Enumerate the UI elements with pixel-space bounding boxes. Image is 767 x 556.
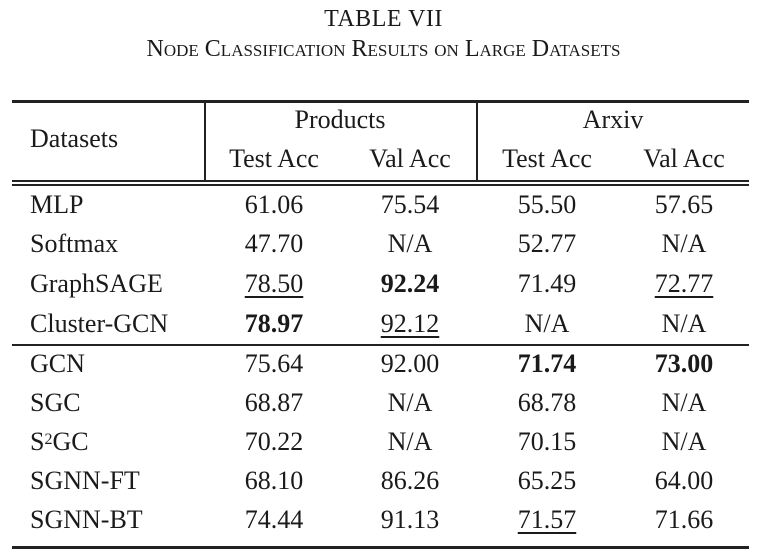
- group-rule: [12, 344, 749, 346]
- table-cell: 75.64: [244, 349, 304, 378]
- row-name: S2GC: [30, 427, 89, 456]
- row-name: SGNN-BT: [30, 505, 143, 534]
- row-name: GCN: [30, 349, 85, 378]
- table-cell: 64.00: [654, 466, 714, 495]
- row-name: MLP: [30, 190, 84, 219]
- table-cell: 92.00: [380, 349, 440, 378]
- table-cell: N/A: [661, 229, 707, 258]
- table-cell: 70.22: [244, 427, 304, 456]
- table-cell: 72.77: [654, 269, 714, 298]
- header-datasets: Datasets: [30, 124, 119, 153]
- table-cell: 70.15: [517, 427, 577, 456]
- row-name: Cluster-GCN: [30, 309, 169, 338]
- table-cell: 68.87: [244, 388, 304, 417]
- table-cell: 52.77: [517, 229, 577, 258]
- table-cell: 91.13: [380, 505, 440, 534]
- header-rule-2: [12, 184, 749, 186]
- header-sub-1: Test Acc: [229, 144, 319, 173]
- row-name: SGC: [30, 388, 81, 417]
- table-cell: 47.70: [244, 229, 304, 258]
- table-cell: 71.66: [654, 505, 714, 534]
- bottom-rule: [12, 546, 749, 549]
- table-cell: 78.50: [244, 269, 304, 298]
- table-cell: 74.44: [244, 505, 304, 534]
- header-group-products: Products: [294, 105, 386, 134]
- header-rule-1: [12, 180, 749, 182]
- table-cell: N/A: [661, 309, 707, 338]
- table-title: TABLE VII Node Classification Results on…: [0, 4, 767, 64]
- header-sub-3: Test Acc: [502, 144, 592, 173]
- table-number: TABLE VII: [324, 6, 443, 32]
- table-caption: Node Classification Results on Large Dat…: [146, 36, 621, 62]
- table-cell: 61.06: [244, 190, 304, 219]
- table-cell: 92.24: [380, 269, 440, 298]
- column-separator-left: [204, 101, 206, 181]
- table-cell: N/A: [387, 427, 433, 456]
- header-group-arxiv: Arxiv: [582, 105, 644, 134]
- header-sub-2: Val Acc: [369, 144, 451, 173]
- table-cell: 65.25: [517, 466, 577, 495]
- table-cell: 75.54: [380, 190, 440, 219]
- table-cell: 71.49: [517, 269, 577, 298]
- table-cell: 73.00: [654, 349, 714, 378]
- row-name: SGNN-FT: [30, 466, 140, 495]
- row-name: GraphSAGE: [30, 269, 163, 298]
- table-cell: 92.12: [380, 309, 440, 338]
- top-rule: [12, 100, 749, 103]
- table-cell: 68.78: [517, 388, 577, 417]
- table-cell: N/A: [387, 229, 433, 258]
- column-separator-middle: [476, 101, 478, 181]
- table-cell: 86.26: [380, 466, 440, 495]
- table-cell: N/A: [387, 388, 433, 417]
- table-cell: 71.74: [517, 349, 577, 378]
- table-cell: 55.50: [517, 190, 577, 219]
- header-sub-4: Val Acc: [643, 144, 725, 173]
- table-cell: 68.10: [244, 466, 304, 495]
- table-cell: 57.65: [654, 190, 714, 219]
- table-cell: N/A: [661, 388, 707, 417]
- table-cell: 71.57: [517, 505, 577, 534]
- table-cell: N/A: [524, 309, 570, 338]
- table-cell: 78.97: [244, 309, 304, 338]
- table-cell: N/A: [661, 427, 707, 456]
- row-name: Softmax: [30, 229, 119, 258]
